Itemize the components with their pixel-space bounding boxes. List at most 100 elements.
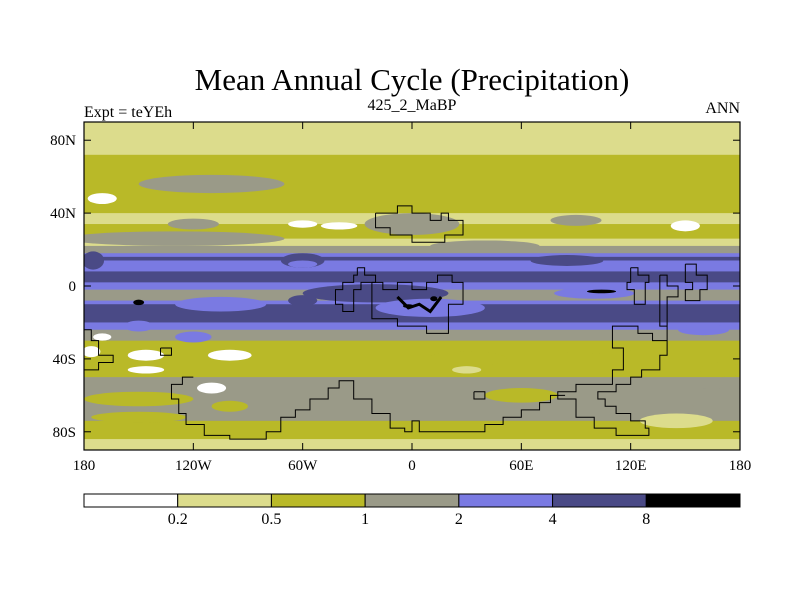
precip-band xyxy=(84,315,740,324)
continent-outline xyxy=(160,347,172,356)
continent-outline xyxy=(557,274,679,436)
heavy-precip-patch xyxy=(133,299,145,306)
precip-patch xyxy=(207,349,252,361)
precip-band xyxy=(84,355,740,371)
precip-patch xyxy=(84,346,101,358)
precip-patch xyxy=(196,382,227,394)
continent-outline xyxy=(334,267,377,313)
continent-outline xyxy=(473,391,486,400)
continent-outline xyxy=(84,329,114,371)
precip-patch xyxy=(554,287,635,299)
subtitle-center: 425_2_MaBP xyxy=(368,97,457,114)
x-tick-label: 120W xyxy=(175,458,213,474)
precip-band xyxy=(84,271,740,283)
precip-patch xyxy=(554,342,635,354)
precip-patch xyxy=(91,411,187,423)
subtitle-right: ANN xyxy=(705,100,740,117)
x-tick-label: 180 xyxy=(73,458,96,474)
precip-patch xyxy=(127,366,165,374)
precip-patch xyxy=(452,366,482,374)
precip-patch xyxy=(93,333,112,341)
colorbar-swatch xyxy=(177,493,272,508)
precip-band xyxy=(84,154,740,178)
y-axis: 80N 40N 0 40S 80S xyxy=(50,133,740,441)
precipitation-patches xyxy=(84,174,740,429)
precip-band xyxy=(84,431,740,440)
precip-patch xyxy=(699,362,740,378)
precip-patch xyxy=(687,388,739,410)
precip-patch xyxy=(639,413,713,429)
map-plot-area xyxy=(84,122,740,450)
x-tick-label: 0 xyxy=(408,458,416,474)
colorbar-swatch xyxy=(552,493,647,508)
precip-patch xyxy=(124,320,154,332)
continent-outline xyxy=(170,376,566,440)
y-tick-label: 80N xyxy=(50,133,76,149)
subtitle-left: Expt = teYEh xyxy=(84,104,172,121)
y-tick-label: 40N xyxy=(50,206,76,222)
precip-patch xyxy=(84,231,285,246)
colorbar-label: 0.2 xyxy=(168,511,188,528)
precip-band xyxy=(84,377,740,389)
precip-band xyxy=(84,340,740,356)
chart-title: Mean Annual Cycle (Precipitation) xyxy=(195,62,630,97)
precip-band xyxy=(84,191,740,200)
precip-band xyxy=(84,253,740,258)
precip-band xyxy=(84,140,740,156)
precip-patch xyxy=(550,214,602,226)
precip-patch xyxy=(364,213,460,235)
precip-patch xyxy=(288,260,318,268)
precip-patch xyxy=(84,251,105,270)
precip-patch xyxy=(138,174,285,194)
colorbar-label: 8 xyxy=(642,511,650,528)
precip-patch xyxy=(288,220,318,228)
precip-patch xyxy=(430,240,540,252)
colorbar-swatch xyxy=(458,493,554,508)
precip-band xyxy=(84,369,740,378)
precip-patch xyxy=(426,351,507,367)
colorbar-swatch xyxy=(83,493,179,508)
precip-band xyxy=(84,260,740,273)
precip-patch xyxy=(127,349,165,361)
continent-outlines xyxy=(84,205,708,440)
continent-outline xyxy=(375,205,464,243)
colorbar-label: 1 xyxy=(361,511,369,528)
precip-patch xyxy=(530,255,604,266)
precip-patch xyxy=(375,298,485,317)
colorbar-label: 0.5 xyxy=(261,511,281,528)
precip-patch xyxy=(87,193,117,205)
colorbar-label: 4 xyxy=(549,511,557,528)
precip-patch xyxy=(175,331,212,343)
precip-patch xyxy=(288,295,318,307)
heavy-precip-patch xyxy=(586,289,617,294)
continent-outline xyxy=(684,263,708,302)
y-tick-label: 40S xyxy=(53,352,76,368)
heavy-precip-patch xyxy=(430,296,438,302)
precip-patch xyxy=(175,296,267,312)
y-tick-label: 0 xyxy=(69,279,77,295)
x-tick-label: 60W xyxy=(288,458,318,474)
precip-band xyxy=(84,256,740,262)
x-axis: 180 120W 60W 0 60E 120E 180 xyxy=(73,122,752,474)
precip-patch xyxy=(211,400,248,412)
heavy-precip-streak xyxy=(396,295,443,314)
continent-outline xyxy=(626,267,650,305)
colorbar-swatch xyxy=(364,493,460,508)
precip-patch xyxy=(678,324,730,336)
colorbar-legend: 0.2 0.5 1 2 4 8 xyxy=(83,493,741,528)
precip-patch xyxy=(167,218,219,230)
precip-patch xyxy=(484,388,558,403)
x-tick-label: 180 xyxy=(729,458,752,474)
precip-band xyxy=(84,329,740,342)
colorbar-label: 2 xyxy=(455,511,463,528)
x-tick-label: 60E xyxy=(509,458,533,474)
precip-band xyxy=(84,132,740,141)
colorbar-swatch xyxy=(270,493,366,508)
precip-band xyxy=(84,245,740,254)
y-tick-label: 80S xyxy=(53,425,76,441)
x-tick-label: 120E xyxy=(615,458,647,474)
precip-patch xyxy=(320,222,358,230)
precip-patch xyxy=(84,391,194,407)
precip-patch xyxy=(670,220,700,232)
